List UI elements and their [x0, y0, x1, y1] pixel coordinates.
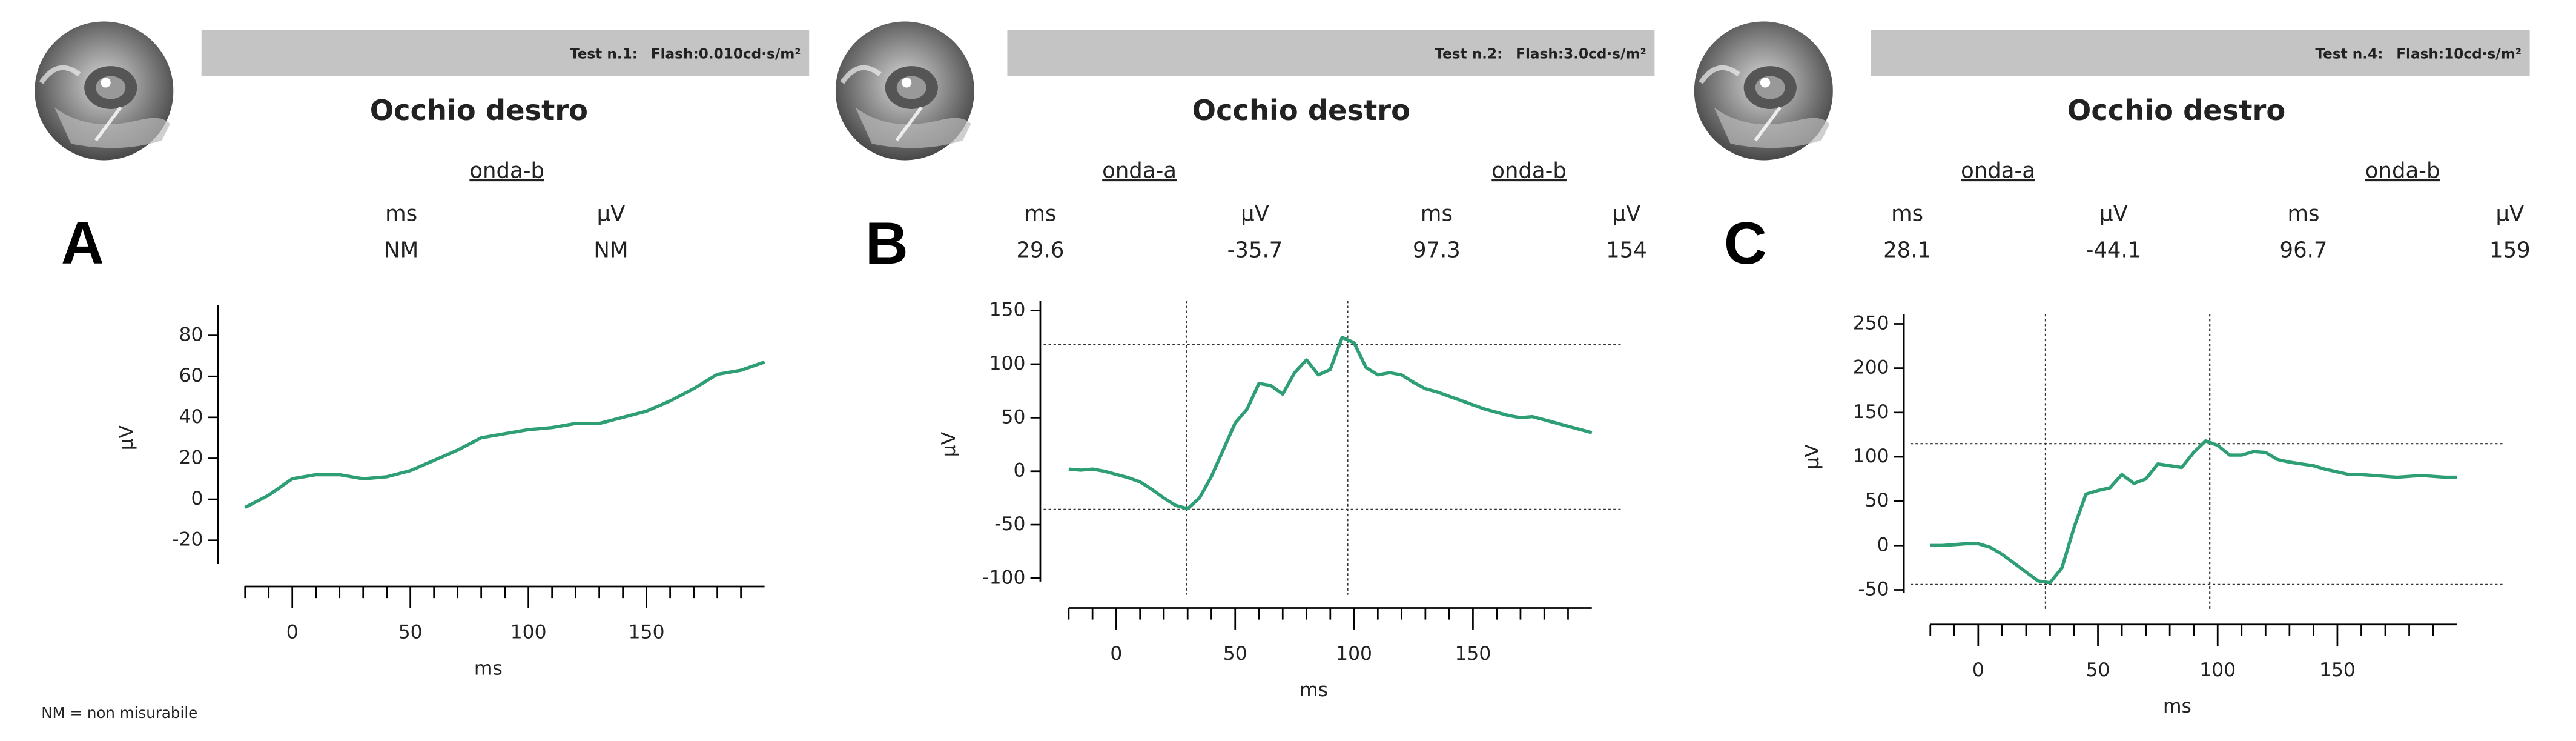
wave-name: onda-b	[2365, 159, 2440, 184]
eye-title: Occhio destro	[1192, 94, 1410, 127]
x-tick-label: 150	[1455, 643, 1491, 665]
x-axis-label: ms	[1300, 679, 1328, 701]
x-axis-label: ms	[474, 657, 503, 679]
trace	[244, 360, 765, 510]
header-bar	[201, 30, 810, 76]
value-ms: 97.3	[1413, 238, 1461, 262]
wave-name: onda-a	[1961, 159, 2035, 184]
value-uv: 154	[1606, 238, 1647, 262]
trace	[1068, 336, 1593, 511]
y-tick-label: -50	[994, 513, 1025, 535]
header-test: Test n.1:	[570, 45, 638, 62]
x-tick-label: 150	[2319, 659, 2356, 681]
eye-photo	[836, 21, 974, 160]
y-tick-label: 0	[191, 488, 203, 510]
eye-title: Occhio destro	[370, 94, 588, 127]
y-tick-label: 0	[1877, 534, 1889, 556]
unit-uv: µV	[1241, 201, 1269, 226]
y-tick-label: 20	[179, 447, 203, 468]
value-uv: 159	[2489, 238, 2531, 262]
unit-uv: µV	[1613, 201, 1641, 226]
x-tick-label: 0	[1972, 659, 1984, 681]
unit-ms: ms	[1024, 201, 1056, 226]
trace	[1930, 439, 2457, 585]
y-tick-label: 0	[1013, 460, 1025, 482]
y-tick-label: 80	[179, 324, 203, 346]
eye-title: Occhio destro	[2067, 94, 2285, 127]
value-ms: 96.7	[2280, 238, 2328, 262]
panel-letter: B	[865, 210, 908, 276]
eye-photo	[35, 21, 173, 160]
x-tick-label: 0	[286, 621, 299, 643]
header-flash: Flash:0.010cd·s/m²	[651, 45, 801, 62]
x-tick-label: 50	[1223, 643, 1247, 665]
header-bar	[1007, 30, 1655, 76]
x-tick-label: 0	[1110, 643, 1122, 665]
x-axis-label: ms	[2163, 696, 2191, 717]
y-axis-label: µV	[938, 431, 960, 457]
wave-name: onda-b	[469, 159, 544, 184]
value-uv: -35.7	[1227, 238, 1283, 262]
header-test: Test n.4:	[2315, 45, 2383, 62]
y-axis-label: µV	[1802, 444, 1823, 470]
header-bar	[1871, 30, 2530, 76]
y-tick-label: 100	[1853, 445, 1889, 467]
unit-uv: µV	[597, 201, 626, 226]
unit-uv: µV	[2099, 201, 2128, 226]
y-tick-label: 40	[179, 406, 203, 428]
x-tick-label: 50	[398, 621, 423, 643]
y-tick-label: -50	[1858, 578, 1889, 600]
eye-photo	[1694, 21, 1833, 160]
x-tick-label: 150	[629, 621, 665, 643]
panel-letter: C	[1724, 210, 1767, 276]
unit-ms: ms	[385, 201, 417, 226]
wave-name: onda-a	[1102, 159, 1177, 184]
x-tick-label: 50	[2086, 659, 2110, 681]
y-tick-label: 50	[1865, 490, 1889, 511]
y-tick-label: 100	[989, 353, 1026, 374]
y-tick-label: 200	[1853, 357, 1889, 379]
value-ms: NM	[384, 238, 418, 262]
header-test: Test n.2:	[1435, 45, 1502, 62]
unit-ms: ms	[1891, 201, 1923, 226]
unit-ms: ms	[2288, 201, 2320, 226]
x-tick-label: 100	[2199, 659, 2236, 681]
footnote: NM = non misurabile	[41, 704, 197, 722]
y-tick-label: -100	[982, 567, 1025, 588]
x-tick-label: 100	[1336, 643, 1372, 665]
wave-name: onda-b	[1491, 159, 1567, 184]
value-ms: 28.1	[1883, 238, 1931, 262]
y-tick-label: 250	[1853, 312, 1889, 334]
unit-ms: ms	[1421, 201, 1453, 226]
y-tick-label: 50	[1002, 406, 1026, 428]
x-tick-label: 100	[510, 621, 547, 643]
value-uv: -44.1	[2086, 238, 2142, 262]
header-flash: Flash:10cd·s/m²	[2396, 45, 2522, 62]
panel-letter: A	[61, 210, 104, 276]
y-tick-label: 150	[989, 299, 1026, 321]
value-uv: NM	[593, 238, 628, 262]
y-tick-label: 60	[179, 365, 203, 387]
value-ms: 29.6	[1017, 238, 1065, 262]
y-tick-label: 150	[1853, 401, 1889, 423]
unit-uv: µV	[2495, 201, 2524, 226]
y-tick-label: -20	[172, 529, 203, 551]
y-axis-label: µV	[116, 425, 137, 450]
header-flash: Flash:3.0cd·s/m²	[1516, 45, 1646, 62]
